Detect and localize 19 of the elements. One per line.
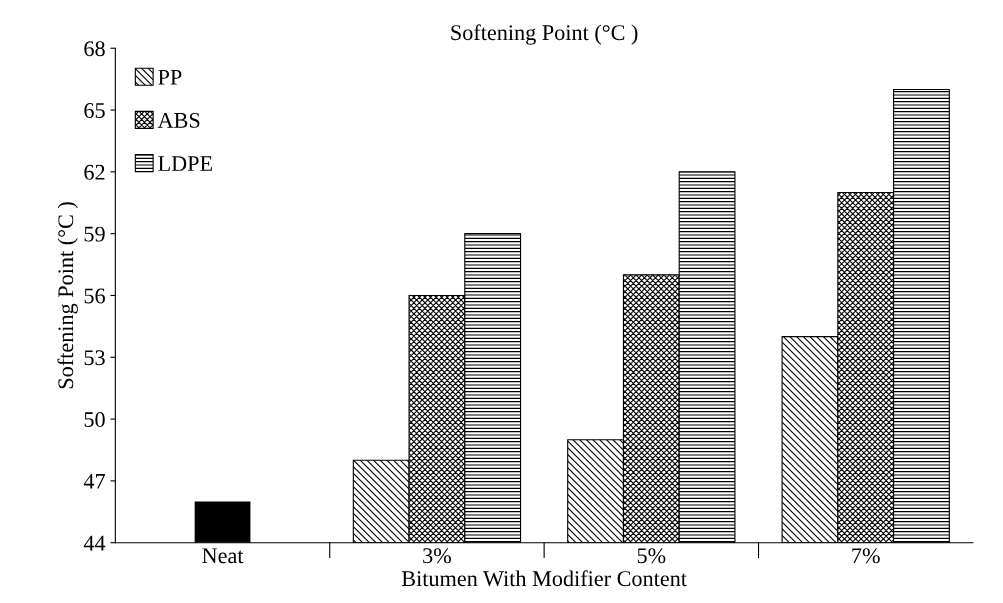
y-tick-label: 68 [84, 41, 105, 57]
legend-label: ABS [157, 112, 200, 128]
y-tick-label: 47 [83, 473, 105, 489]
y-tick-label: 53 [84, 350, 105, 366]
y-tick-label: 50 [84, 412, 105, 428]
y-tick-label: 44 [83, 535, 106, 551]
chart-title: Softening Point (°C ) [451, 24, 638, 45]
y-axis-title: Softening Point (°C ) [57, 202, 78, 389]
x-tick-label: 3% [423, 548, 451, 564]
y-tick-label: 65 [84, 103, 105, 118]
legend-label: PP [158, 69, 182, 85]
y-tick-label: 62 [84, 164, 105, 180]
legend-label: LDPE [158, 156, 213, 171]
x-tick-label: 5% [637, 548, 666, 564]
x-tick-label: Neat [202, 548, 244, 564]
y-tick-label: 56 [84, 288, 105, 304]
y-tick-label: 59 [84, 226, 105, 242]
x-axis-title: Bitumen With Modifier Content [401, 570, 687, 587]
x-tick-label: 7% [852, 548, 880, 564]
